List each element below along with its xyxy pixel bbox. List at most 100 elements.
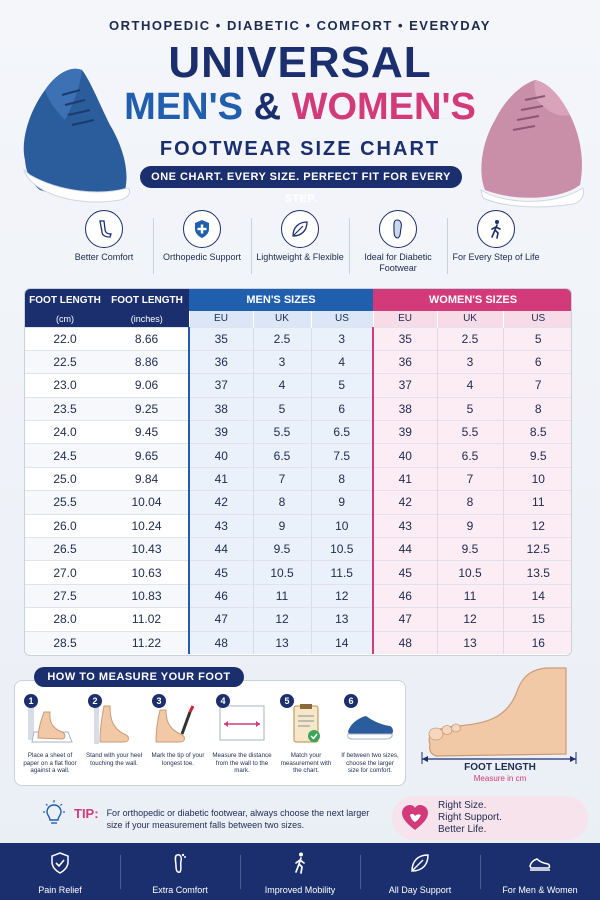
cell-women-us: 9.5 [502, 443, 571, 468]
cell-men-uk: 9.5 [252, 537, 311, 561]
measure-step-6: 6 If between two sizes, choose the large… [338, 694, 402, 775]
cell-men-uk: 6.5 [252, 443, 311, 468]
title-ampersand: & [253, 86, 282, 128]
foot-length-unit: Measure in cm [473, 774, 527, 783]
cell-women-us: 11 [502, 490, 571, 515]
tip-text: For orthopedic or diabetic footwear, alw… [106, 808, 370, 830]
table-row: 25.0 9.84 41 7 8 41 7 10 [25, 466, 571, 491]
cell-men-eu: 36 [188, 349, 253, 374]
header-women-eu: EU [372, 311, 438, 327]
cell-inches: 10.04 [105, 490, 189, 515]
cell-women-uk: 7 [436, 466, 504, 491]
cell-men-eu: 48 [188, 630, 253, 655]
cell-cm: 25.5 [25, 490, 105, 515]
cell-cm: 27.0 [25, 560, 105, 585]
table-row: 24.5 9.65 40 6.5 7.5 40 6.5 9.5 [25, 443, 571, 468]
measure-step-3: 3 Mark the tip of your longest toe. [146, 694, 210, 775]
clipboard-check-icon [278, 702, 334, 748]
pink-sneaker-icon [480, 80, 584, 208]
cell-inches: 10.63 [105, 560, 189, 585]
cell-men-us: 6.5 [310, 420, 374, 444]
cell-inches: 8.66 [105, 326, 189, 351]
cell-women-uk: 9.5 [436, 537, 504, 561]
table-row: 26.5 10.43 44 9.5 10.5 44 9.5 12.5 [25, 537, 571, 561]
cell-men-eu: 44 [188, 537, 253, 561]
cell-men-uk: 10.5 [252, 560, 311, 585]
measure-step-1: 1 Place a sheet of paper on a flat floor… [18, 694, 82, 775]
measure-panel [14, 680, 406, 786]
cell-cm: 27.5 [25, 583, 105, 608]
cell-inches: 11.22 [105, 630, 189, 655]
cell-inches: 11.02 [105, 607, 189, 632]
table-row: 25.5 10.04 42 8 9 42 8 11 [25, 490, 571, 515]
cell-women-us: 6 [502, 349, 571, 374]
cell-inches: 8.86 [105, 349, 189, 374]
measure-title: HOW TO MEASURE YOUR FOOT [34, 667, 244, 687]
cell-men-us: 10 [310, 513, 374, 538]
step-number: 2 [88, 694, 102, 708]
cell-men-eu: 40 [188, 443, 253, 468]
cell-women-uk: 11 [436, 583, 504, 608]
cell-men-eu: 43 [188, 513, 253, 538]
header-unit-inches: (inches) [105, 311, 189, 327]
header-foot-length-in: FOOT LENGTH [105, 289, 189, 311]
shield-cross-icon [183, 210, 221, 248]
header-men-us: US [310, 311, 374, 327]
footer-label: Extra Comfort [152, 885, 208, 895]
header-foot-length-cm: FOOT LENGTH [25, 289, 105, 311]
cell-women-eu: 35 [372, 326, 438, 351]
cell-women-us: 12.5 [502, 537, 571, 561]
footer-label: Pain Relief [38, 885, 82, 895]
step-text: Measure the distance from the wall to th… [212, 752, 272, 774]
cell-women-us: 7 [502, 373, 571, 398]
title-mens-womens: MEN'S & WOMEN'S [0, 86, 600, 129]
foot-comfort-icon [85, 210, 123, 248]
cell-men-eu: 38 [188, 396, 253, 421]
cell-women-us: 8 [502, 396, 571, 421]
footer-improved-mobility: Improved Mobility [240, 843, 360, 900]
cell-women-us: 5 [502, 326, 571, 351]
cell-men-eu: 47 [188, 607, 253, 632]
feature-label: Lightweight & Flexible [256, 252, 344, 262]
cell-men-us: 9 [310, 490, 374, 515]
cell-men-us: 12 [310, 583, 374, 608]
cell-men-eu: 37 [188, 373, 253, 398]
features-row: Better Comfort Orthopedic Support Lightw… [55, 210, 545, 282]
step-text: Stand with your heel touching the wall. [85, 752, 143, 767]
footer-label: All Day Support [388, 885, 452, 895]
tip-box: TIP: For orthopedic or diabetic footwear… [40, 800, 400, 836]
cell-cm: 26.5 [25, 537, 105, 561]
measure-step-5: 5 Match your measurement with the chart. [274, 694, 338, 775]
cell-men-us: 8 [310, 466, 374, 491]
slogan-text: Right Size. Right Support. Better Life. [438, 800, 502, 836]
step-text: Mark the tip of your longest toe. [151, 752, 205, 767]
footer-extra-comfort: Extra Comfort [120, 843, 240, 900]
table-row: 27.0 10.63 45 10.5 11.5 45 10.5 13.5 [25, 560, 571, 585]
feature-label: For Every Step of Life [452, 252, 540, 262]
title-size-chart: FOOTWEAR SIZE CHART [159, 138, 441, 160]
feature-diabetic: Ideal for Diabetic Footwear [349, 210, 447, 282]
cell-women-eu: 43 [372, 513, 438, 538]
cell-women-us: 10 [502, 466, 571, 491]
cell-cm: 23.5 [25, 396, 105, 421]
cell-men-uk: 8 [252, 490, 311, 515]
cell-women-uk: 4 [436, 373, 504, 398]
cell-women-us: 8.5 [502, 420, 571, 444]
heel-against-wall-icon [86, 702, 142, 748]
step-number: 6 [344, 694, 358, 708]
measure-distance-icon [214, 702, 270, 748]
table-row: 28.0 11.02 47 12 13 47 12 15 [25, 607, 571, 632]
heart-foot-icon [402, 805, 428, 830]
cell-cm: 28.5 [25, 630, 105, 655]
lightbulb-icon [43, 800, 65, 824]
cell-inches: 10.24 [105, 513, 189, 538]
cell-men-uk: 2.5 [252, 326, 311, 351]
cell-women-eu: 46 [372, 583, 438, 608]
cell-inches: 9.25 [105, 396, 189, 421]
footer-label: For Men & Women [502, 885, 578, 895]
cell-men-us: 14 [310, 630, 374, 655]
footer-pain-relief: Pain Relief [0, 843, 120, 900]
cell-women-us: 14 [502, 583, 571, 608]
cell-cm: 22.5 [25, 349, 105, 374]
header-unit-cm: (cm) [25, 311, 105, 327]
